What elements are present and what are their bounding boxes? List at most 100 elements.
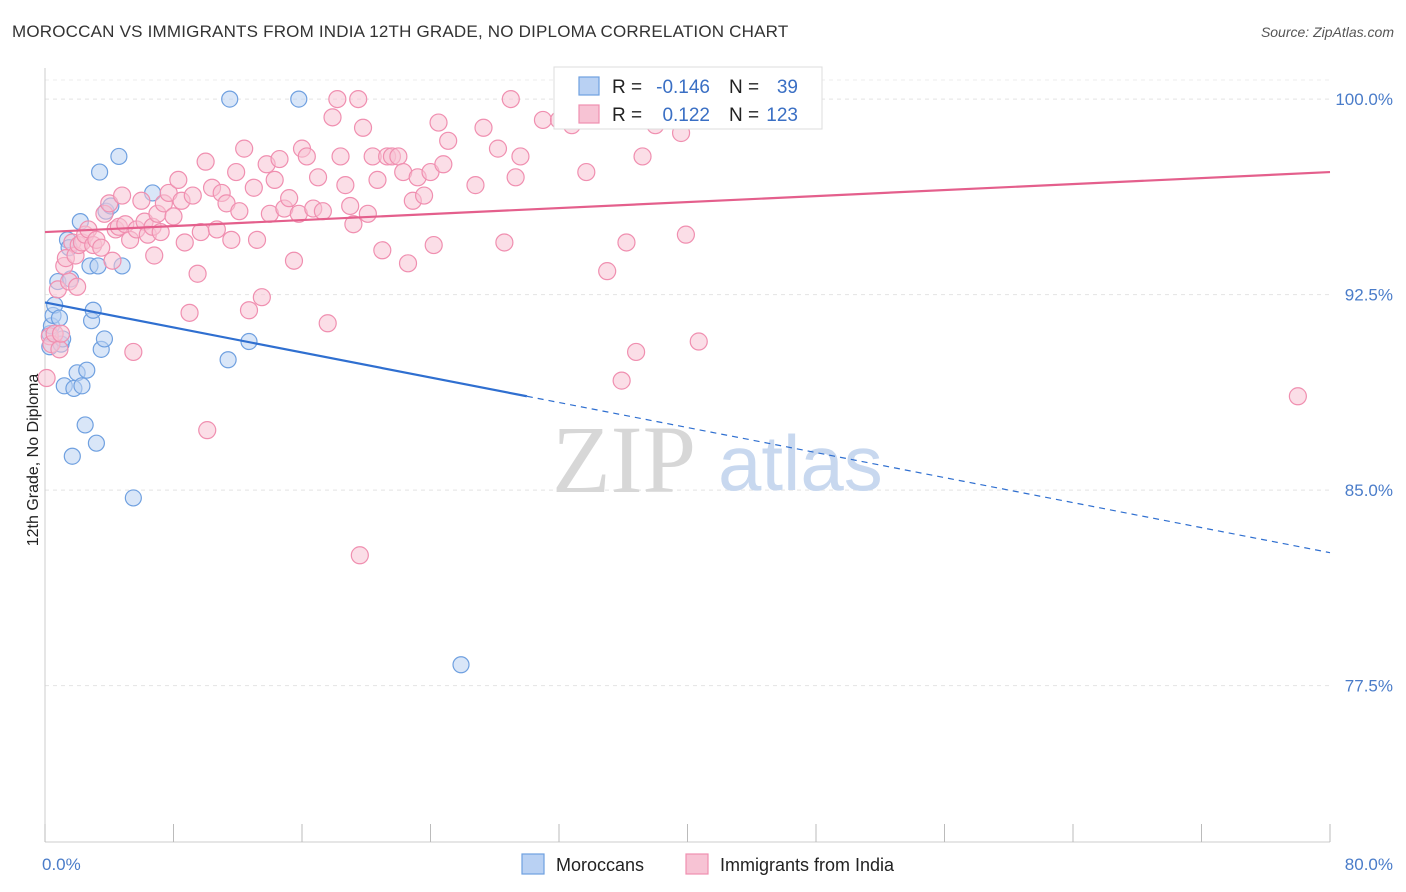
y-tick-label-3: 100.0% [1335, 90, 1393, 109]
point-s1-78 [341, 196, 360, 216]
point-s0-38 [452, 656, 470, 674]
point-s0-37 [290, 90, 308, 108]
legend-label-1: Immigrants from India [720, 855, 895, 875]
point-s1-42 [180, 303, 199, 322]
point-s1-94 [414, 186, 434, 205]
point-s1-28 [124, 342, 143, 362]
stats-r-label-0: R = [612, 77, 642, 98]
point-s1-56 [239, 301, 259, 320]
bottom-legend: Moroccans Immigrants from India [521, 853, 895, 875]
y-axis-title: 12th Grade, No Diploma [25, 374, 42, 547]
y-tick-label-0: 77.5% [1345, 677, 1393, 696]
point-s1-69 [297, 147, 316, 166]
point-s1-103 [495, 233, 514, 252]
point-s0-25 [91, 163, 109, 181]
point-s1-55 [235, 139, 254, 158]
point-s1-83 [358, 204, 377, 223]
point-s1-81 [350, 546, 369, 565]
chart-title: MOROCCAN VS IMMIGRANTS FROM INDIA 12TH G… [12, 22, 789, 41]
point-s1-104 [501, 89, 520, 109]
point-s1-120 [689, 332, 708, 351]
point-s1-44 [188, 264, 207, 283]
y-tick-label-1: 85.0% [1345, 481, 1393, 500]
point-s1-6 [51, 324, 71, 343]
point-s1-66 [284, 251, 304, 270]
y-tick-label-2: 92.5% [1345, 286, 1393, 305]
point-s1-22 [103, 251, 122, 270]
point-s1-122 [145, 246, 164, 265]
watermark-zip: ZIP [552, 406, 696, 513]
stats-swatch-0 [578, 76, 600, 96]
point-s1-62 [265, 170, 284, 190]
point-s1-105 [506, 168, 525, 187]
legend-swatch-0 [521, 853, 545, 875]
stats-swatch-1 [578, 104, 600, 124]
legend-label-0: Moroccans [556, 855, 644, 875]
source-credit: Source: ZipAtlas.com [1260, 24, 1394, 40]
point-s1-74 [323, 108, 342, 127]
stats-n-value-1: 123 [766, 105, 798, 126]
axes [44, 68, 1331, 843]
point-s0-34 [219, 351, 237, 369]
stats-legend-box: R = -0.146 N = 39 R = 0.122 N = 123 [553, 66, 823, 130]
point-s1-52 [222, 230, 241, 249]
point-s1-5 [50, 340, 69, 359]
watermark: ZIP atlas [552, 406, 883, 513]
point-s1-119 [676, 225, 695, 244]
point-s0-27 [95, 330, 114, 348]
point-s1-25 [112, 186, 132, 205]
legend-swatch-1 [685, 853, 709, 875]
stats-r-value-0: -0.146 [656, 77, 710, 98]
point-s1-76 [331, 147, 350, 166]
point-s1-54 [230, 202, 249, 221]
stats-r-label-1: R = [612, 105, 642, 126]
trend-line-moroccans [44, 301, 528, 398]
point-s1-111 [598, 262, 617, 281]
point-s1-38 [164, 207, 183, 226]
point-s1-63 [270, 149, 289, 169]
point-s1-53 [227, 162, 246, 182]
point-s1-19 [92, 238, 111, 257]
point-s0-23 [87, 434, 106, 452]
x-tick-label-0: 0.0% [42, 855, 81, 874]
series-india-points [37, 89, 1307, 565]
point-s1-86 [373, 241, 392, 260]
point-s1-80 [349, 89, 368, 109]
point-s1-97 [429, 113, 448, 132]
point-s1-73 [318, 314, 337, 333]
point-s1-47 [198, 421, 217, 440]
point-s1-106 [511, 147, 530, 166]
stats-n-label-1: N = [729, 105, 759, 126]
point-s1-57 [244, 178, 263, 197]
point-s1-30 [132, 191, 151, 210]
point-s0-35 [221, 90, 239, 108]
point-s1-43 [183, 186, 202, 205]
point-s1-72 [313, 202, 332, 221]
point-s0-6 [50, 309, 69, 327]
trend-lines [44, 170, 1331, 554]
point-s0-32 [124, 489, 142, 507]
point-s0-30 [110, 147, 128, 166]
stats-n-value-0: 39 [777, 77, 798, 98]
point-s1-101 [474, 118, 493, 137]
point-s1-41 [175, 233, 194, 252]
point-s1-75 [328, 89, 347, 109]
stats-n-label-0: N = [729, 77, 759, 98]
point-s1-77 [336, 176, 355, 195]
stats-r-value-1: 0.122 [662, 105, 710, 126]
point-s1-100 [466, 176, 485, 195]
point-s1-107 [533, 110, 553, 130]
point-s1-85 [368, 170, 387, 190]
point-s1-113 [617, 233, 636, 252]
x-tick-label-1: 80.0% [1345, 855, 1393, 874]
point-s1-121 [1288, 387, 1307, 406]
point-s1-58 [247, 230, 267, 249]
trend-line-moroccans-extension [526, 395, 1331, 554]
point-s1-96 [424, 235, 443, 255]
point-s1-71 [308, 168, 328, 187]
point-s1-98 [434, 155, 453, 174]
point-s0-13 [63, 447, 81, 465]
point-s1-114 [626, 342, 646, 362]
point-s1-110 [577, 162, 596, 182]
